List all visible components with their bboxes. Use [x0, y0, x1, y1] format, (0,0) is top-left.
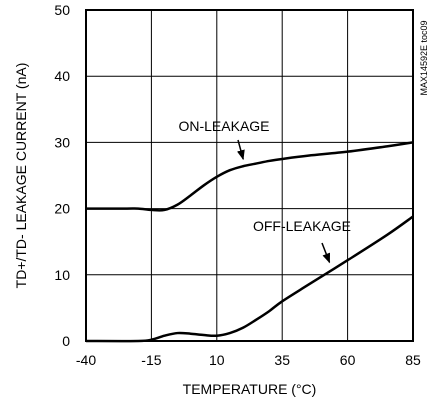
axis-ticks: 0 10 20 30 40 50 -40 -15 10 35 60 85 — [54, 2, 421, 368]
x-tick-label: 10 — [209, 352, 225, 368]
x-tick-label: -40 — [76, 352, 96, 368]
grid-lines — [86, 10, 413, 341]
plot-frame — [85, 9, 414, 342]
y-axis-title: TD+/TD- LEAKAGE CURRENT (nA) — [13, 63, 29, 289]
on-leakage-label: ON-LEAKAGE — [178, 118, 269, 134]
figure-tag: MAX14592E toc09 — [419, 20, 429, 95]
y-tick-label: 10 — [54, 267, 70, 283]
x-axis-title: TEMPERATURE (°C) — [183, 381, 317, 397]
annotations: ON-LEAKAGE OFF-LEAKAGE — [178, 118, 351, 264]
y-tick-label: 40 — [54, 68, 70, 84]
x-tick-label: -15 — [141, 352, 161, 368]
y-tick-label: 50 — [54, 2, 70, 18]
x-tick-label: 85 — [405, 352, 421, 368]
off-leakage-label: OFF-LEAKAGE — [253, 218, 351, 234]
y-tick-label: 20 — [54, 201, 70, 217]
series-lines — [85, 141, 414, 343]
y-tick-label: 30 — [54, 134, 70, 150]
y-tick-label: 0 — [62, 333, 70, 349]
on-leakage-line — [86, 141, 414, 212]
on-leakage-arrow — [236, 139, 245, 161]
x-tick-label: 60 — [340, 352, 356, 368]
off-leakage-line — [85, 215, 414, 343]
off-leakage-arrow — [321, 242, 331, 264]
x-tick-label: 35 — [274, 352, 290, 368]
